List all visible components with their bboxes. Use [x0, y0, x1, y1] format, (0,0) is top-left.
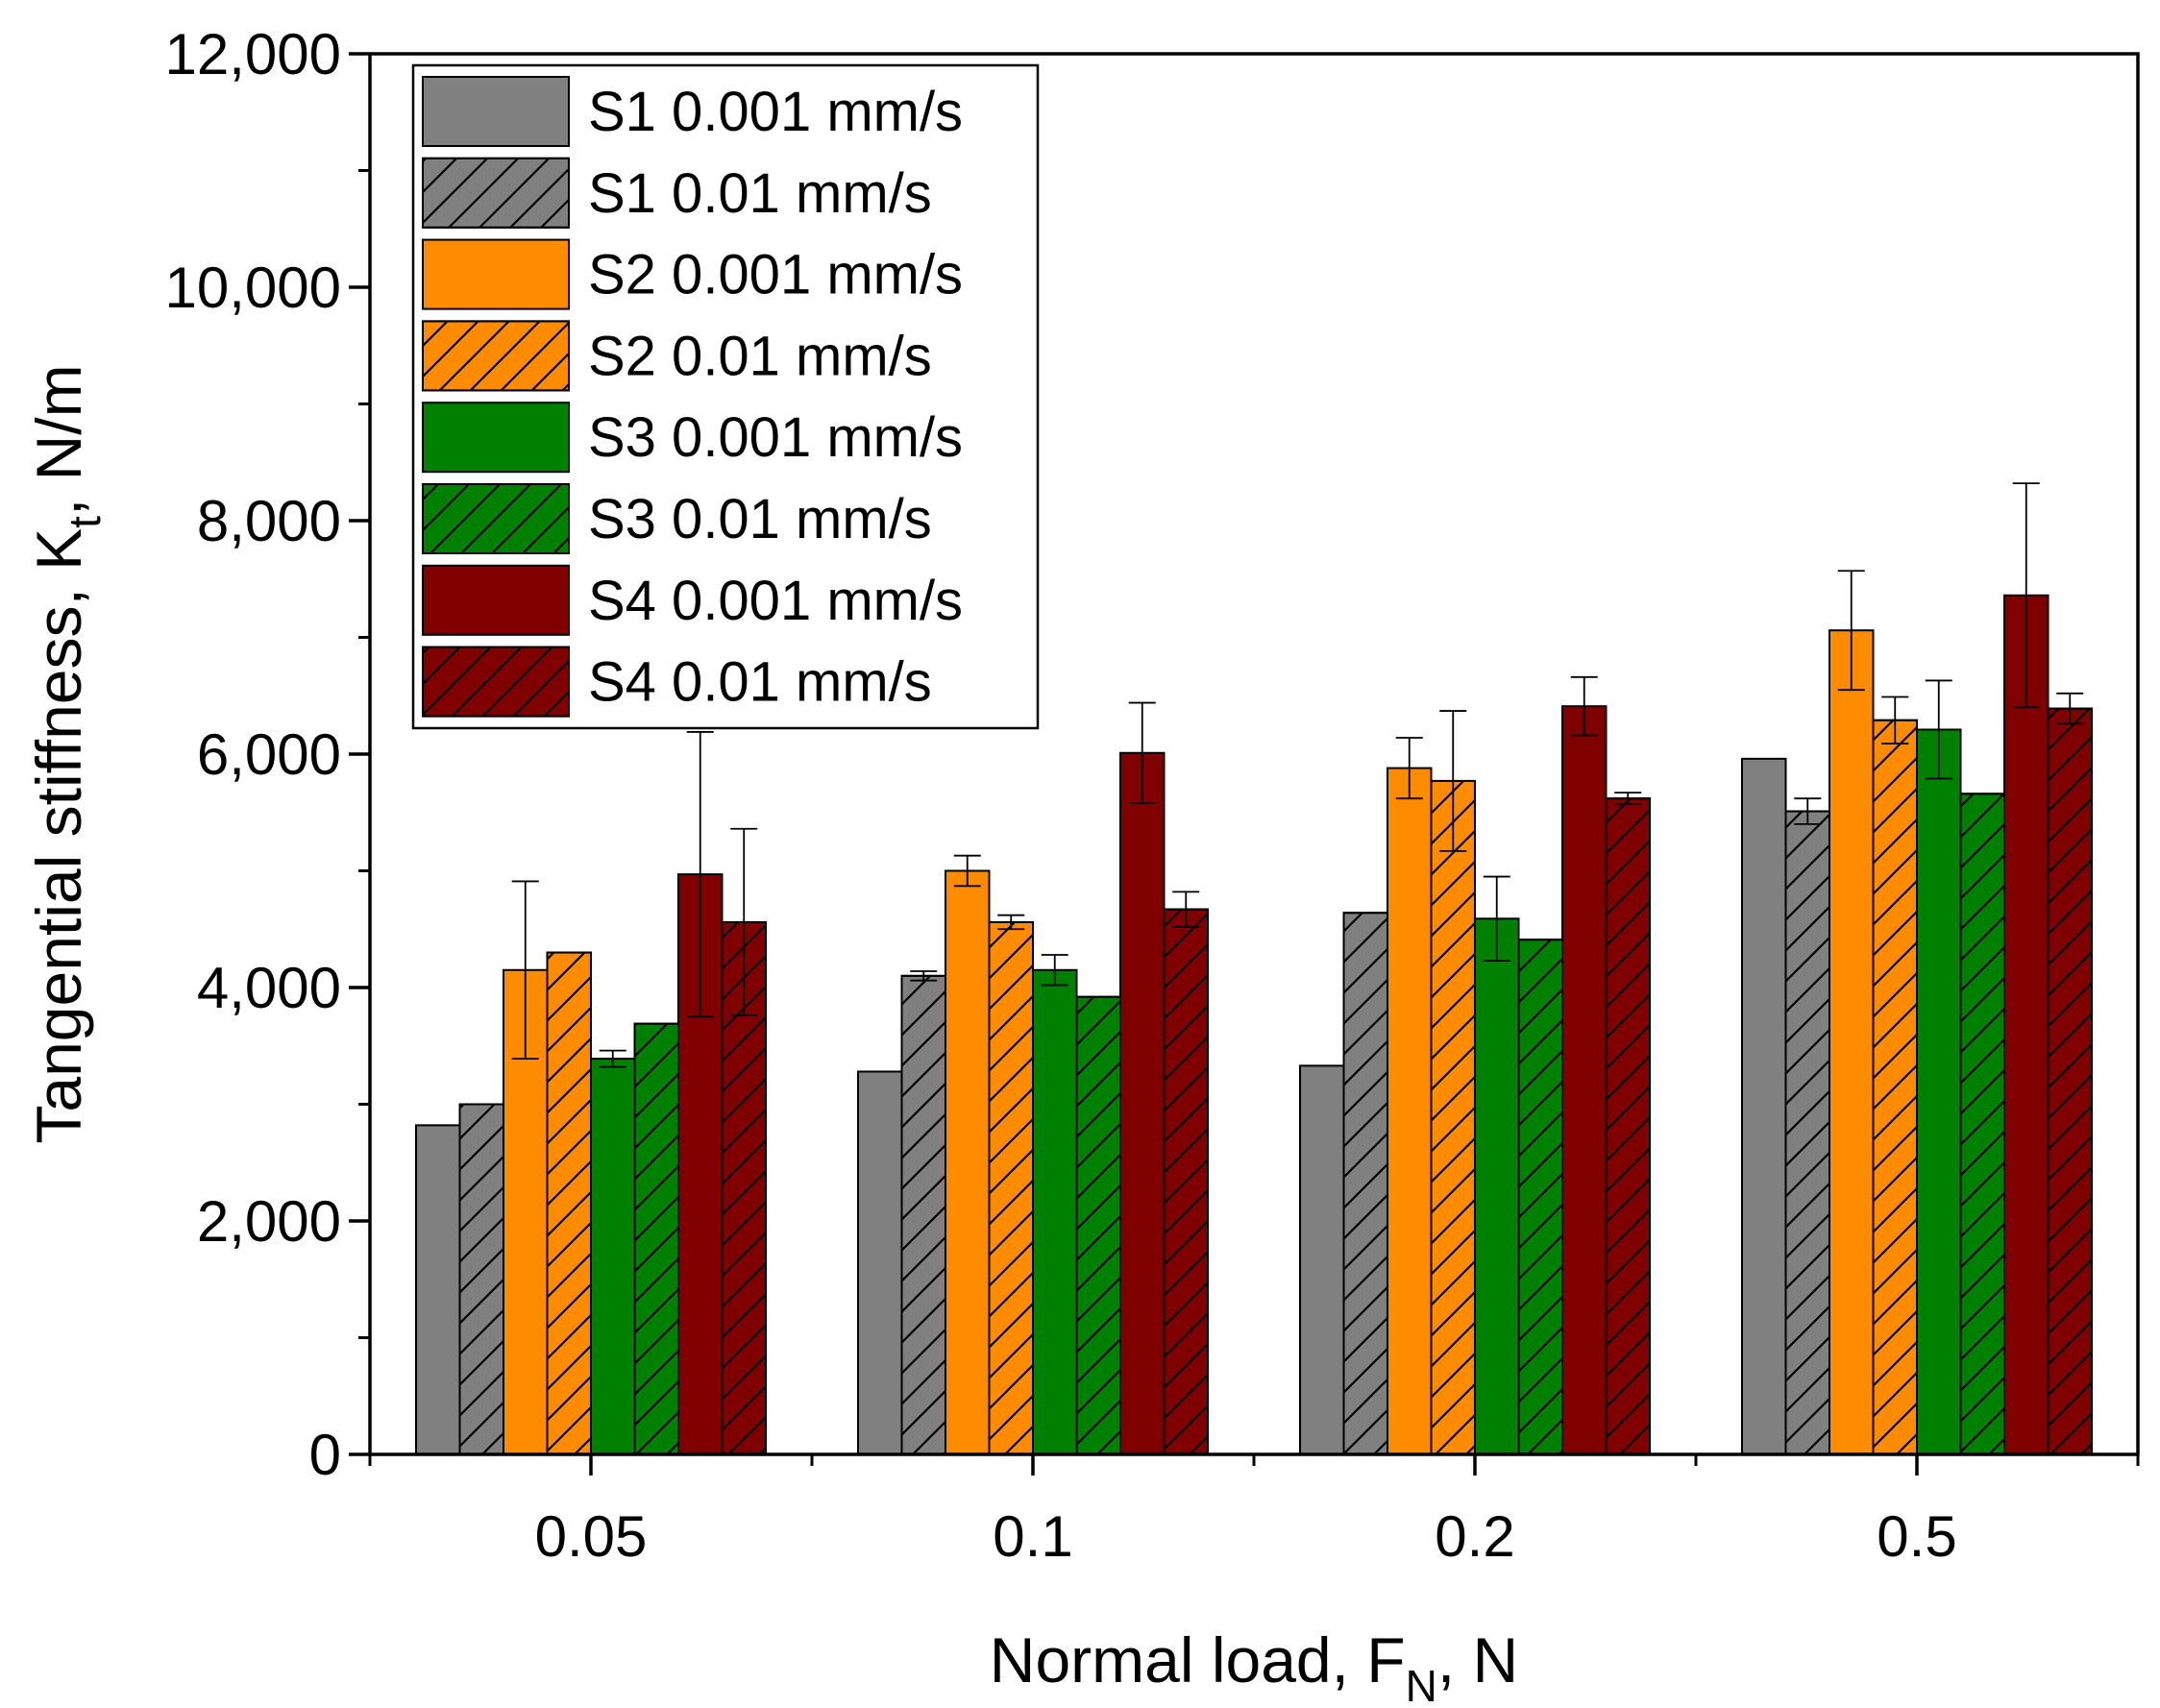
bar-s7-3 [2003, 594, 2050, 1455]
bar-s5-1 [1032, 968, 1078, 1456]
x-tick-label: 0.5 [1877, 1504, 1956, 1569]
error-bar-s7-2 [1570, 675, 1598, 737]
error-bar-s5-1 [1041, 954, 1068, 987]
bar-hatch-s2-0 [458, 1103, 504, 1455]
legend-swatch-s3 [422, 238, 570, 310]
x-tick-label: 0.2 [1435, 1504, 1514, 1569]
error-bar-s5-0 [599, 1049, 626, 1068]
bar-s1-0 [415, 1124, 461, 1455]
legend-swatch-hatch-s4 [422, 320, 570, 392]
bar-s5-2 [1474, 917, 1520, 1455]
legend-label-s6: S3 0.01 mm/s [588, 488, 932, 550]
bar-s5-0 [590, 1058, 636, 1455]
bar-s1-2 [1299, 1064, 1345, 1456]
bar-hatch-s6-0 [633, 1022, 679, 1456]
bar-hatch-s8-1 [1163, 908, 1209, 1455]
bar-hatch-s8-2 [1605, 797, 1651, 1455]
error-bar-s8-3 [2056, 692, 2084, 725]
y-tick-label: 4,000 [197, 956, 341, 1020]
error-bar-s3-2 [1395, 737, 1423, 800]
error-bar-s7-1 [1128, 701, 1156, 804]
bar-hatch-s2-2 [1342, 912, 1388, 1455]
bar-s1-1 [857, 1070, 903, 1455]
error-bar-s8-0 [730, 827, 758, 1017]
bar-hatch-s6-2 [1517, 939, 1563, 1455]
error-bar-s4-1 [997, 914, 1025, 931]
bar-hatch-s4-3 [1872, 719, 1918, 1455]
legend-swatch-s5 [422, 402, 570, 474]
error-bar-s8-2 [1614, 792, 1642, 806]
legend: S1 0.001 mm/s S1 0.01 mm/s S2 0.001 mm/s S2… [411, 63, 1040, 730]
error-bar-s3-0 [511, 880, 539, 1061]
bar-s3-2 [1387, 767, 1433, 1455]
x-axis: 0.05 0.1 0.2 0.5 [368, 1454, 2140, 1569]
legend-label-s5: S3 0.001 mm/s [588, 406, 963, 469]
y-tick-label: 6,000 [197, 722, 341, 787]
bar-s3-1 [945, 869, 991, 1455]
y-tick-label: 0 [309, 1423, 341, 1487]
error-bar-s5-3 [1925, 679, 1952, 780]
error-bar-s8-1 [1172, 891, 1200, 928]
bar-s7-2 [1561, 705, 1608, 1455]
error-bar-s4-2 [1439, 710, 1467, 852]
bar-hatch-s8-3 [2047, 707, 2093, 1455]
y-tick-label: 12,000 [164, 22, 341, 86]
legend-swatch-s1 [422, 76, 570, 147]
bar-s7-1 [1119, 751, 1166, 1455]
error-bar-s7-3 [2012, 482, 2040, 709]
error-bars-layer [511, 482, 2084, 1068]
bar-s3-3 [1829, 629, 1875, 1455]
legend-swatch-hatch-s6 [422, 483, 570, 554]
y-tick-label: 8,000 [197, 489, 341, 553]
bar-hatch-s2-3 [1784, 810, 1830, 1455]
legend-label-s7: S4 0.001 mm/s [588, 570, 963, 632]
legend-swatch-hatch-s2 [422, 157, 570, 229]
bar-s5-3 [1916, 728, 1962, 1455]
bar-hatch-s2-1 [900, 974, 946, 1455]
legend-label-s3: S2 0.001 mm/s [588, 244, 963, 306]
legend-label-s2: S1 0.01 mm/s [588, 162, 932, 225]
y-axis: 0 2,000 4,000 6,000 8,000 10,000 12,000 [164, 22, 370, 1487]
bar-hatch-s4-0 [546, 951, 592, 1455]
x-tick-label: 0.05 [535, 1504, 648, 1569]
legend-swatch-s7 [422, 564, 570, 636]
y-axis-title: Tangential stiffness, Kt, N/m [23, 364, 110, 1143]
error-bar-s3-1 [953, 854, 981, 888]
legend-label-s4: S2 0.01 mm/s [588, 325, 932, 387]
error-bar-s3-3 [1837, 570, 1865, 692]
error-bar-s4-3 [1881, 695, 1909, 744]
y-tick-label: 10,000 [164, 256, 341, 320]
y-tick-label: 2,000 [197, 1189, 341, 1254]
error-bar-s2-1 [910, 970, 938, 982]
error-bar-s2-3 [1794, 797, 1822, 825]
legend-label-s8: S4 0.01 mm/s [588, 651, 932, 714]
bar-s1-3 [1741, 757, 1787, 1455]
bar-hatch-s6-3 [1959, 793, 2005, 1455]
error-bar-s5-2 [1483, 875, 1510, 962]
bars-layer [415, 594, 2093, 1456]
legend-label-s1: S1 0.001 mm/s [588, 81, 963, 143]
error-bar-s7-0 [686, 731, 714, 1018]
legend-swatch-hatch-s8 [422, 646, 570, 718]
bar-hatch-s4-1 [988, 920, 1034, 1455]
x-axis-title: Normal load, FN, N [990, 1624, 1518, 1708]
bar-hatch-s4-2 [1430, 779, 1476, 1455]
bar-hatch-s6-1 [1075, 995, 1121, 1455]
x-tick-label: 0.1 [993, 1504, 1072, 1569]
